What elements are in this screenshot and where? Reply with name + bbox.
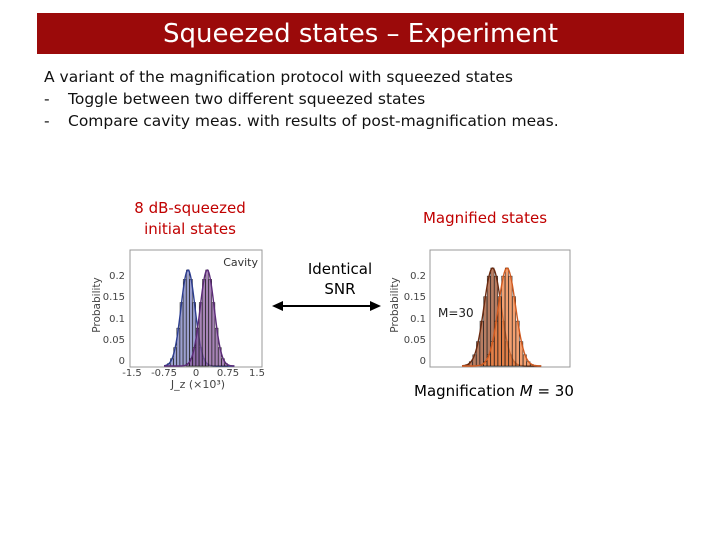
left-xtick: 0 [193, 368, 199, 379]
histogram-bar [186, 269, 190, 367]
left-xlabel: J_z (×10³) [170, 378, 225, 391]
histogram-bar [182, 279, 187, 367]
left-legend: Cavity [223, 256, 258, 269]
left-xtick: 0.75 [217, 368, 239, 379]
right-legend: M=30 [438, 306, 474, 320]
bullet-text: Compare cavity meas. with results of pos… [68, 112, 559, 130]
left-histogram: Probability 0.2 0.15 0.1 0.05 0 -1.5 -0.… [91, 249, 265, 391]
histogram-bar [205, 269, 209, 367]
left-caption-line: initial states [144, 220, 236, 238]
left-caption-line: 8 dB-squeezed [134, 199, 246, 217]
right-ytick: 0.2 [410, 271, 426, 282]
left-ytick: 0 [119, 356, 125, 367]
double-arrow-icon [272, 301, 381, 311]
histogram-bar [508, 275, 513, 367]
left-xtick: 1.5 [249, 368, 265, 379]
snr-label: Identical SNR [290, 259, 390, 299]
snr-label-line: Identical [307, 260, 373, 278]
right-ytick: 0 [420, 356, 426, 367]
intro-block: A variant of the magnification protocol … [44, 66, 559, 132]
left-ytick: 0.2 [109, 271, 125, 282]
magnification-symbol: M [519, 382, 533, 400]
histogram-bar [504, 267, 509, 367]
left-ytick: 0.1 [109, 314, 125, 325]
right-ytick: 0.1 [410, 314, 426, 325]
fit-curve [164, 269, 235, 367]
magnification-label: Magnification M = 30 [414, 382, 574, 400]
histogram-bar [189, 279, 193, 367]
left-ytick: 0.15 [103, 292, 125, 303]
intro-text: A variant of the magnification protocol … [44, 68, 513, 86]
bullet-item: - Toggle between two different squeezed s… [44, 90, 426, 108]
right-caption: Magnified states [422, 209, 548, 227]
right-histogram: Probability 0.2 0.15 0.1 0.05 0 M=30 [389, 249, 571, 368]
left-caption: 8 dB-squeezed initial states [110, 198, 270, 240]
right-ytick: 0.05 [404, 335, 426, 346]
fit-curve [462, 267, 542, 367]
magnification-prefix: Magnification [414, 382, 520, 400]
slide-title: Squeezed states – Experiment [37, 13, 684, 54]
left-xtick: -0.75 [151, 368, 177, 379]
left-ytick: 0.05 [103, 335, 125, 346]
left-xtick: -1.5 [122, 368, 142, 379]
histogram-bar [202, 279, 206, 367]
right-ylabel: Probability [389, 277, 401, 333]
histogram-bar [501, 275, 506, 367]
snr-label-line: SNR [324, 280, 356, 298]
histogram-bar [208, 279, 212, 367]
left-ylabel: Probability [91, 277, 103, 333]
right-ytick: 0.15 [404, 292, 426, 303]
bullet-item: - Compare cavity meas. with results of po… [44, 112, 559, 130]
magnification-suffix: = 30 [532, 382, 574, 400]
bullet-text: Toggle between two different squeezed st… [68, 90, 426, 108]
